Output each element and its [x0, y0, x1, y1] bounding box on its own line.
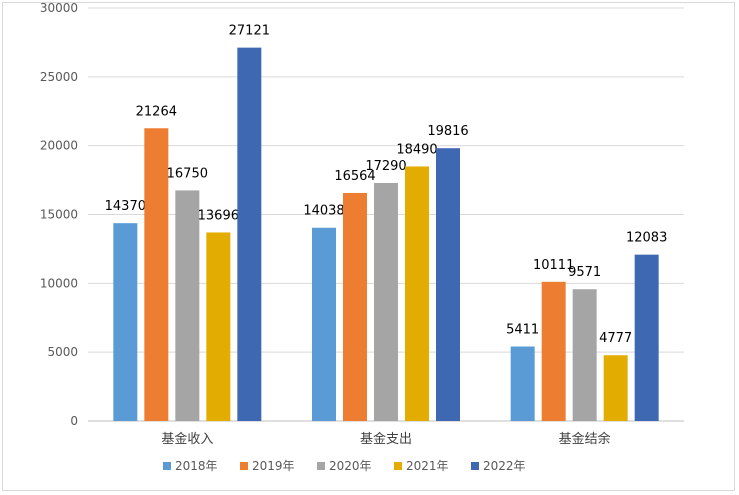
data-label: 18490: [396, 142, 437, 157]
bar: [634, 254, 659, 421]
data-label: 16564: [334, 169, 375, 184]
bar: [603, 355, 628, 421]
bar: [206, 232, 231, 421]
category-label: 基金结余: [559, 431, 611, 447]
legend-swatch: [163, 462, 171, 470]
y-tick-label: 25000: [40, 70, 78, 84]
legend-swatch: [471, 462, 479, 470]
data-label: 10111: [533, 258, 574, 273]
y-tick-label: 15000: [40, 208, 78, 222]
data-label: 14038: [303, 204, 344, 219]
category-label: 基金收入: [161, 431, 213, 447]
legend-swatch: [394, 462, 402, 470]
legend-label: 2021年: [406, 459, 449, 473]
legend-label: 2018年: [175, 459, 218, 473]
category-label: 基金支出: [360, 431, 412, 447]
bar: [541, 281, 566, 421]
bar: [436, 148, 460, 421]
legend-swatch: [317, 462, 325, 470]
y-tick-label: 5000: [47, 345, 78, 359]
y-tick-label: 30000: [40, 1, 78, 15]
data-label: 27121: [229, 24, 270, 39]
legend-label: 2020年: [329, 459, 372, 473]
data-label: 16750: [167, 166, 208, 181]
bar: [113, 223, 138, 421]
data-label: 17290: [365, 159, 406, 174]
data-label: 14370: [105, 199, 146, 214]
bar: [343, 192, 367, 421]
data-label: 5411: [506, 323, 539, 338]
legend-label: 2022年: [483, 459, 526, 473]
bar: [572, 289, 597, 421]
data-label: 21264: [136, 104, 177, 119]
data-label: 9571: [568, 265, 601, 280]
legend-swatch: [240, 462, 248, 470]
y-tick-label: 20000: [40, 139, 78, 153]
bar: [237, 47, 262, 422]
bar: [144, 128, 169, 421]
y-tick-label: 10000: [40, 276, 78, 290]
data-label: 19816: [427, 124, 468, 139]
legend-label: 2019年: [252, 459, 295, 473]
data-label: 12083: [626, 231, 667, 246]
data-label: 13696: [198, 208, 239, 223]
bar: [175, 190, 200, 421]
bar: [510, 346, 535, 421]
bar: [312, 227, 336, 421]
bar: [374, 182, 398, 421]
data-label: 4777: [599, 331, 632, 346]
bar: [405, 166, 429, 421]
y-tick-label: 0: [70, 414, 78, 428]
